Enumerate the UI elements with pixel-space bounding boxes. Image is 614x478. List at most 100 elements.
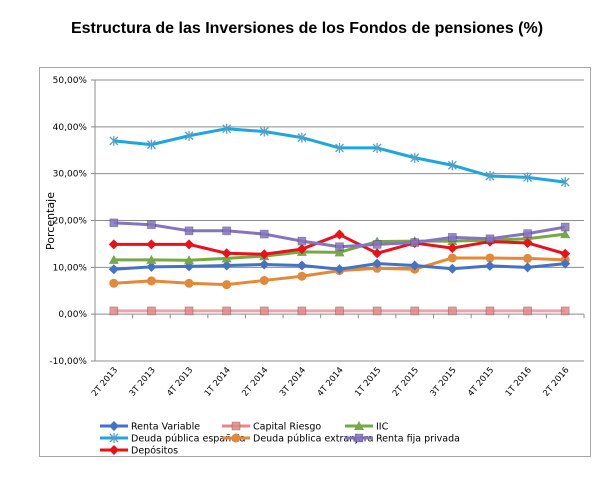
x-tick-label: 3T 2014 bbox=[278, 366, 308, 399]
data-point bbox=[146, 239, 157, 250]
chart-title: Estructura de las Inversiones de los Fon… bbox=[70, 20, 544, 37]
legend-label: Depósitos bbox=[131, 446, 178, 457]
legend-item: Depósitos bbox=[100, 445, 178, 457]
data-point bbox=[410, 306, 420, 316]
x-tick-label: 3T 2013 bbox=[128, 366, 158, 399]
data-point bbox=[221, 248, 232, 259]
x-tick-label: 4T 2013 bbox=[165, 366, 195, 399]
x-tick-label: 2T 2013 bbox=[90, 366, 120, 399]
series-lines bbox=[108, 123, 571, 316]
legend-label: Capital Riesgo bbox=[253, 422, 321, 433]
y-tick-label: 50,00% bbox=[53, 76, 88, 86]
data-point bbox=[109, 278, 119, 288]
legend-label: IIC bbox=[376, 422, 389, 433]
data-point bbox=[485, 171, 495, 182]
data-point bbox=[447, 253, 457, 263]
x-tick-label: 4T 2015 bbox=[466, 366, 496, 399]
data-point bbox=[409, 260, 420, 271]
legend-item: Renta Variable bbox=[100, 421, 200, 433]
legend-item: Deuda pública extranjera bbox=[222, 433, 373, 445]
data-point bbox=[522, 237, 533, 248]
data-point bbox=[560, 258, 571, 269]
data-point bbox=[485, 253, 495, 263]
series-deuda-p-blica-espa-ola bbox=[109, 123, 570, 188]
data-point bbox=[184, 255, 195, 265]
data-point bbox=[184, 306, 194, 316]
y-tick-label: -10,00% bbox=[49, 357, 87, 367]
data-point bbox=[109, 135, 119, 146]
data-point bbox=[335, 306, 344, 316]
x-tick-label: 4T 2014 bbox=[316, 366, 346, 399]
data-point bbox=[146, 261, 157, 272]
legend-marker bbox=[354, 433, 364, 443]
x-tick-label: 2T 2015 bbox=[391, 366, 421, 399]
data-point bbox=[447, 243, 458, 254]
data-point bbox=[560, 248, 571, 259]
data-point bbox=[560, 222, 570, 232]
chart-frame bbox=[39, 67, 591, 457]
data-point bbox=[372, 258, 383, 269]
data-point bbox=[410, 238, 420, 247]
data-point bbox=[335, 142, 344, 153]
y-tick-label: 20,00% bbox=[53, 217, 88, 227]
x-tick-label: 1T 2016 bbox=[504, 366, 534, 399]
data-point bbox=[222, 123, 232, 134]
data-point bbox=[259, 259, 270, 270]
data-point bbox=[147, 306, 156, 316]
x-tick-labels: 2T 2013 3T 2013 4T 2013 1T 2014 2T 2014 3T 20… bbox=[90, 366, 572, 399]
data-point bbox=[447, 306, 457, 316]
legend-label: Renta fija privada bbox=[376, 434, 460, 445]
legend-marker bbox=[109, 445, 119, 455]
data-point bbox=[484, 260, 495, 271]
data-point bbox=[560, 306, 570, 316]
data-point bbox=[184, 239, 195, 250]
data-point bbox=[447, 160, 457, 171]
x-tick-label: 2T 2016 bbox=[541, 366, 571, 399]
data-point bbox=[109, 306, 119, 316]
legend-marker bbox=[109, 421, 119, 431]
data-point bbox=[108, 264, 119, 275]
data-point bbox=[108, 239, 119, 250]
legend-item: IIC bbox=[345, 421, 389, 433]
y-tick-label: 0,00% bbox=[58, 310, 87, 320]
data-point bbox=[523, 253, 533, 263]
series-renta-fija-privada bbox=[109, 218, 570, 252]
data-point bbox=[297, 271, 307, 281]
data-point bbox=[560, 177, 570, 188]
data-point bbox=[296, 260, 307, 271]
legend-label: Deuda pública extranjera bbox=[253, 434, 373, 445]
data-point bbox=[221, 260, 232, 271]
series-renta-variable bbox=[108, 258, 571, 275]
data-point bbox=[184, 226, 194, 236]
data-point bbox=[334, 247, 345, 257]
data-point bbox=[523, 306, 532, 316]
data-point bbox=[335, 242, 344, 252]
data-point bbox=[297, 306, 307, 316]
data-point bbox=[259, 249, 270, 260]
y-axis-label: Porcentaje bbox=[44, 192, 57, 250]
axes bbox=[94, 80, 585, 361]
data-point bbox=[147, 220, 156, 230]
data-point bbox=[372, 306, 382, 316]
data-point bbox=[297, 132, 307, 143]
x-tick-label: 1T 2014 bbox=[203, 366, 233, 399]
data-point bbox=[222, 306, 232, 316]
data-point bbox=[372, 248, 383, 259]
data-point bbox=[184, 130, 194, 141]
data-point bbox=[146, 139, 156, 150]
data-point bbox=[184, 278, 194, 288]
legend-marker bbox=[354, 421, 364, 430]
data-point bbox=[560, 229, 571, 239]
data-point bbox=[447, 232, 457, 242]
legend-item: Renta fija privada bbox=[345, 434, 460, 445]
data-point bbox=[259, 229, 269, 239]
y-tick-labels: -10,00% 0,00% 10,00% 20,00% 30,00% 40,00% 50,0… bbox=[49, 76, 87, 367]
legend-marker bbox=[231, 433, 241, 443]
data-point bbox=[146, 254, 157, 264]
data-point bbox=[334, 264, 345, 275]
data-point bbox=[334, 229, 345, 240]
data-point bbox=[259, 306, 269, 316]
legend-item: Capital Riesgo bbox=[222, 422, 321, 433]
